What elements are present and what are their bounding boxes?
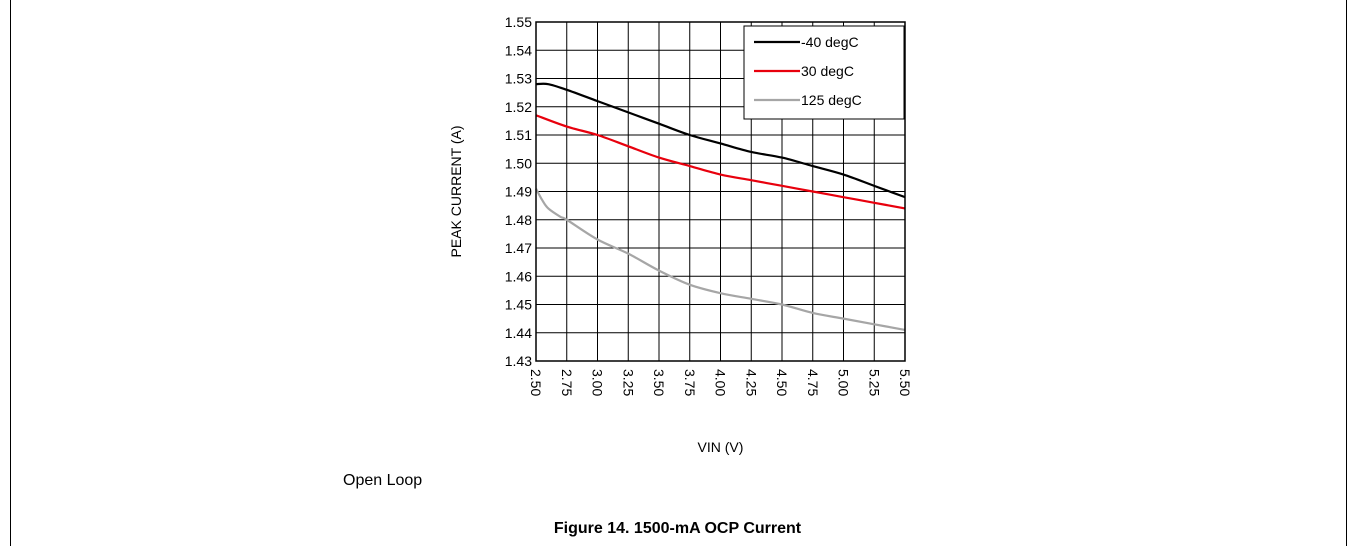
x-tick-label: 3.25: [620, 369, 636, 396]
series-line-0: [535, 82, 906, 199]
x-tick-label: 3.50: [651, 369, 667, 396]
y-tick-label: 1.54: [505, 42, 532, 58]
y-tick-label: 1.44: [505, 325, 532, 341]
plot-border: [535, 21, 906, 362]
x-tick-label: 4.50: [774, 369, 790, 396]
x-tick-label: 5.25: [866, 369, 882, 396]
series-line-1: [535, 114, 906, 210]
figure-caption: Figure 14. 1500-mA OCP Current: [553, 520, 802, 537]
y-tick-label: 1.48: [505, 212, 532, 228]
legend-label-1: 30 degC: [801, 63, 854, 79]
figure-frame: [10, 0, 1347, 546]
x-axis-label: VIN (V): [698, 439, 744, 455]
x-tick-label: 3.00: [590, 369, 606, 396]
y-axis-label: PEAK CURRENT (A): [448, 126, 464, 258]
x-tick-label: 5.00: [836, 369, 852, 396]
x-tick-label: 2.75: [559, 369, 575, 396]
x-tick-label: 2.50: [528, 369, 544, 396]
series-line-2: [535, 188, 906, 332]
y-tick-label: 1.51: [505, 127, 532, 143]
y-tick-label: 1.46: [505, 268, 532, 284]
x-tick-labels: 2.50 2.75 3.00 3.25 3.50 3.75 4.00 4.25 4.50 4.75…: [528, 369, 913, 396]
y-tick-label: 1.43: [505, 353, 532, 369]
y-tick-label: 1.50: [505, 155, 532, 171]
y-tick-label: 1.47: [505, 240, 532, 256]
series-lines: [535, 82, 906, 332]
legend-label-0: -40 degC: [801, 34, 859, 50]
x-tick-label: 4.75: [805, 369, 821, 396]
y-tick-labels: 1.43 1.44 1.45 1.46 1.47 1.48 1.49 1.50 1.51 1.52…: [505, 14, 532, 369]
y-tick-label: 1.45: [505, 297, 532, 313]
x-tick-label: 4.25: [743, 369, 759, 396]
x-tick-label: 5.50: [897, 369, 913, 396]
legend: -40 degC 30 degC 125 degC: [743, 25, 905, 120]
x-tick-label: 4.00: [713, 369, 729, 396]
test-condition-note: Open Loop: [343, 472, 423, 489]
legend-label-2: 125 degC: [801, 92, 862, 108]
y-tick-label: 1.52: [505, 99, 532, 115]
y-tick-label: 1.55: [505, 14, 532, 30]
x-tick-label: 3.75: [682, 369, 698, 396]
y-tick-label: 1.53: [505, 71, 532, 87]
y-tick-label: 1.49: [505, 184, 532, 200]
